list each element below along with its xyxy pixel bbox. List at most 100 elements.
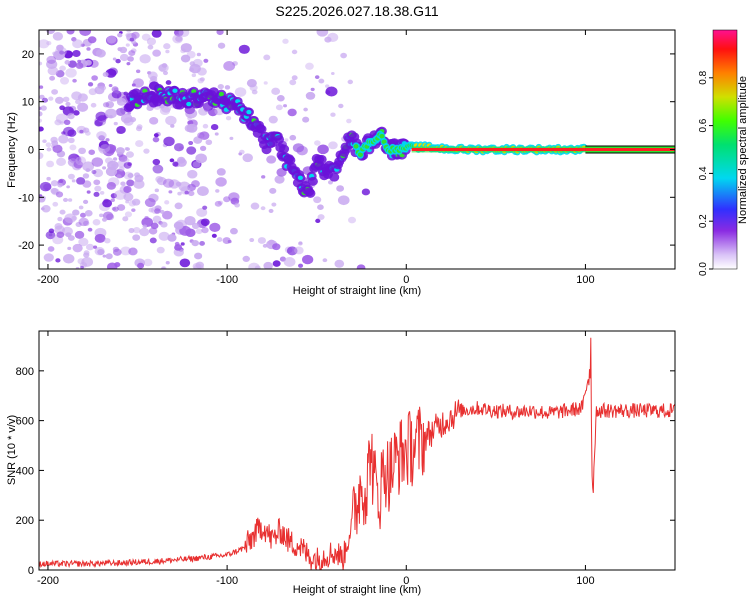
spectral-blob [58, 134, 69, 144]
spectral-blob [124, 211, 133, 218]
spectral-blob [180, 48, 186, 54]
spectral-blob [102, 72, 109, 77]
spectral-blob [57, 182, 63, 188]
spectral-blob [127, 172, 134, 179]
spectral-blob [356, 264, 366, 269]
spectral-blob [88, 149, 96, 155]
spectral-blob [41, 204, 51, 213]
band-core-right [585, 148, 675, 151]
spectral-blob [79, 30, 92, 36]
spectral-blob [200, 218, 210, 226]
spectral-blob [77, 59, 82, 63]
spectral-blob [99, 191, 105, 195]
spectral-blob [167, 233, 177, 242]
band-cell-core [379, 133, 385, 139]
spectral-blob [263, 261, 273, 269]
spectral-blob [146, 37, 157, 46]
spectral-blob [94, 85, 105, 95]
spectral-blob [172, 34, 184, 44]
spectral-blob [51, 140, 59, 147]
spectral-blob [187, 169, 198, 179]
spectral-blob [124, 158, 130, 163]
spectral-blob [77, 93, 88, 102]
spectral-blob [67, 137, 75, 144]
spectral-blob [331, 71, 335, 75]
ridge-peak [172, 88, 178, 93]
spectral-blob [199, 241, 205, 246]
spectral-blob [105, 138, 110, 142]
spectral-blob [70, 155, 79, 162]
x-tick-label: -200 [37, 575, 59, 587]
spectral-blob [105, 253, 113, 260]
spectral-blob [186, 50, 196, 59]
y-tick-label: 20 [22, 49, 34, 61]
spectral-blob [46, 147, 52, 152]
spectral-blob [165, 49, 170, 54]
x-tick-label: 100 [576, 575, 594, 587]
spectral-blob [192, 262, 202, 269]
spectral-blob [317, 214, 325, 221]
spectral-blob [126, 179, 135, 187]
spectral-blob [196, 186, 209, 197]
spectral-blob [217, 42, 226, 49]
spectral-blob [106, 182, 116, 190]
spectral-blob [229, 136, 234, 140]
spectral-blob [199, 77, 205, 82]
spectral-blob [210, 124, 219, 131]
spectral-blob [82, 173, 90, 179]
spectral-blob [162, 210, 173, 220]
spectral-blob [261, 175, 266, 179]
spectral-blob [314, 75, 320, 79]
spectral-blob [242, 255, 250, 263]
spectral-blob [137, 262, 145, 269]
spectral-blob [78, 237, 89, 247]
spectral-blob [93, 179, 101, 186]
spectral-blob [191, 222, 200, 230]
spectral-blob [195, 228, 203, 235]
band-cell-core [381, 139, 387, 145]
spectral-blob [197, 77, 204, 84]
spectral-blob [185, 228, 196, 238]
spectral-blob [67, 113, 75, 120]
spectral-blob [216, 30, 224, 36]
spectral-blob [199, 145, 207, 151]
spectral-blob [257, 237, 266, 244]
spectral-blob [83, 250, 90, 256]
spectral-blob [85, 243, 95, 251]
spectral-blob [62, 96, 70, 103]
spectral-blob [203, 106, 211, 113]
spectral-blob [322, 258, 328, 263]
spectral-blob [313, 196, 322, 204]
spectral-blob [196, 52, 201, 57]
spectral-blob [330, 112, 336, 117]
spectral-blob [154, 208, 161, 214]
spectral-blob [45, 142, 52, 148]
spectral-blob [191, 239, 200, 247]
spectral-blob [139, 54, 151, 64]
spectral-blob [215, 177, 227, 187]
spectral-blob [46, 176, 51, 181]
spectral-blob [180, 242, 185, 246]
spectral-blob [80, 212, 86, 218]
colorbar-tick-label: 0.0 [698, 262, 709, 276]
spectral-blob [165, 80, 172, 85]
spectral-blob [202, 123, 209, 129]
spectral-blob [177, 156, 186, 164]
spectral-blob [125, 33, 131, 38]
spectral-blob [187, 190, 195, 197]
spectral-blob [59, 65, 66, 72]
spectral-blob [115, 107, 126, 116]
spectral-blob [125, 151, 134, 158]
spectral-blob [43, 253, 54, 262]
spectral-blob [111, 163, 117, 168]
spectral-blob [211, 233, 217, 238]
spectral-blob [39, 111, 43, 117]
spectral-blob [250, 202, 260, 210]
spectral-blob [305, 91, 316, 100]
spectral-blob [284, 138, 289, 142]
snr-panel: -200 -100 0 100 0 200 400 600 800 Height of str… [6, 330, 676, 596]
spectral-blob [48, 96, 54, 101]
ridge-peak [218, 91, 224, 97]
spectral-blob [67, 60, 77, 68]
spectral-blob [102, 102, 110, 108]
